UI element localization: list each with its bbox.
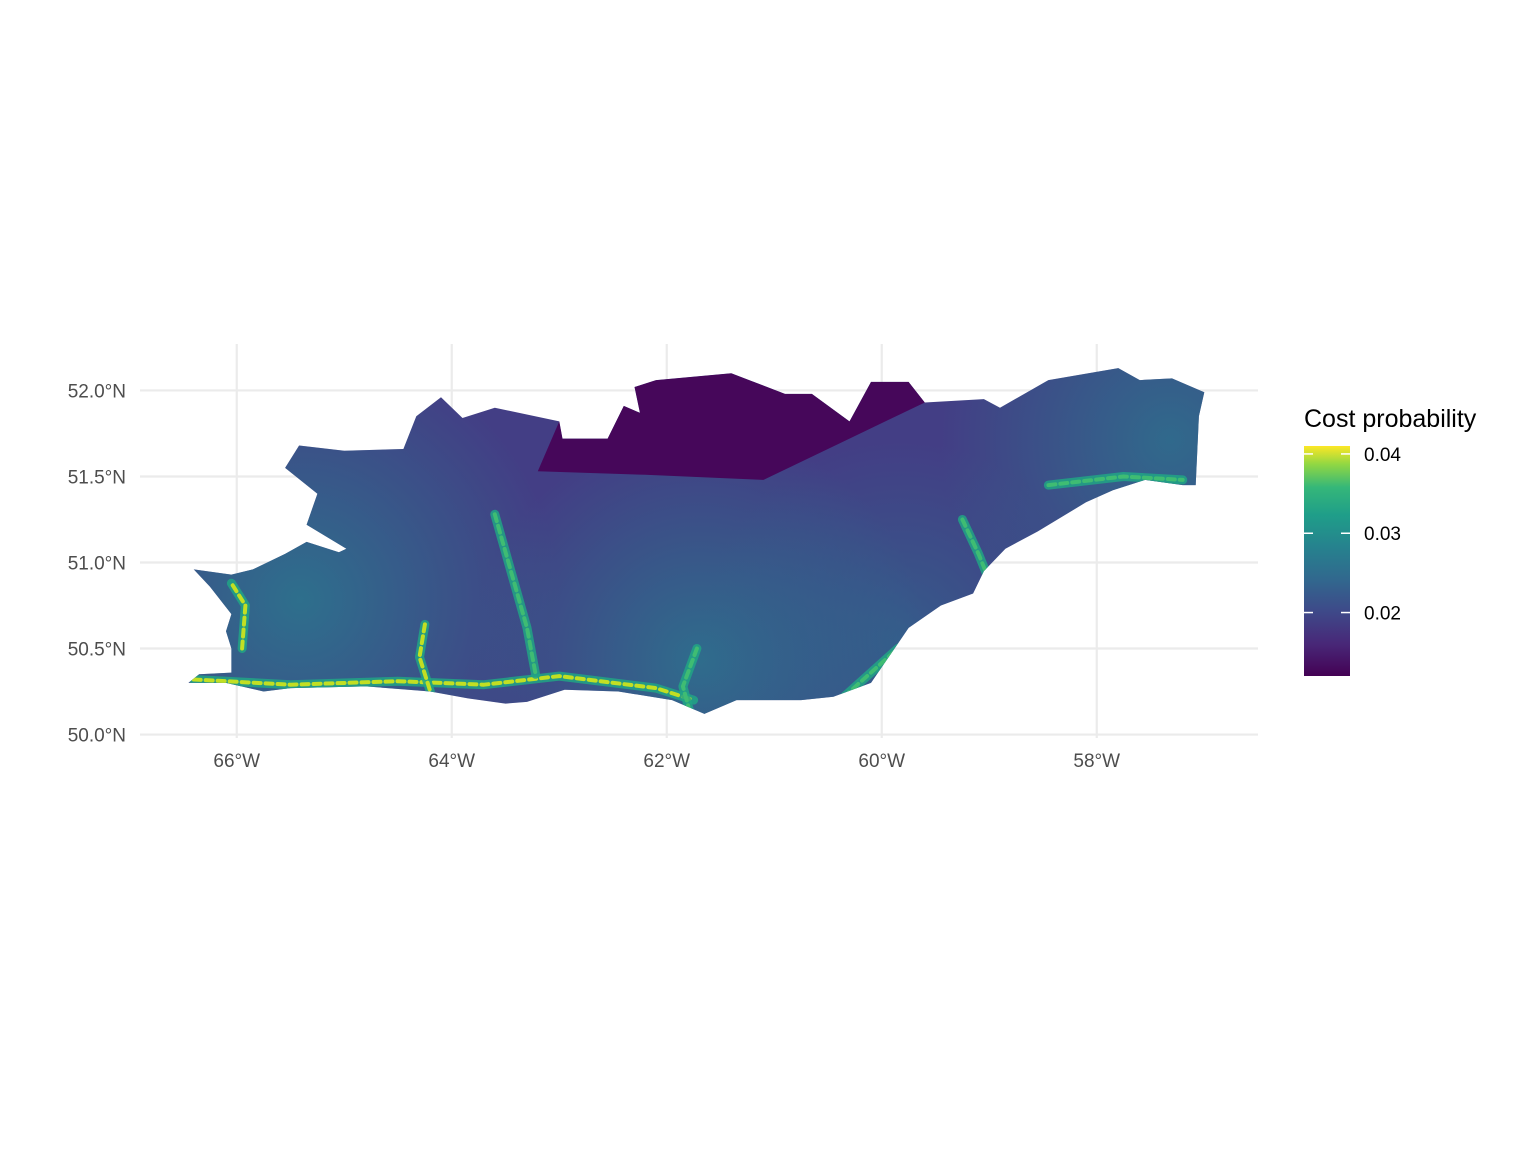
- low-cost-zone: [537, 373, 925, 480]
- y-tick-label: 52.0°N: [68, 381, 126, 402]
- y-tick-label: 50.5°N: [68, 640, 126, 661]
- legend: Cost probability 0.04 0.03 0.02: [1304, 405, 1477, 676]
- y-tick-label: 50.0°N: [68, 726, 126, 747]
- y-tick-label: 51.0°N: [68, 554, 126, 575]
- x-tick-label: 64°W: [428, 751, 475, 772]
- x-axis-tick-labels: 66°W 64°W 62°W 60°W 58°W: [213, 751, 1120, 772]
- legend-title: Cost probability: [1304, 405, 1477, 433]
- legend-tick-label: 0.03: [1364, 524, 1401, 545]
- x-tick-label: 60°W: [858, 751, 905, 772]
- corridor-core: [417, 622, 433, 694]
- x-tick-label: 58°W: [1073, 751, 1120, 772]
- corridor-core: [680, 646, 699, 714]
- corridor-core: [1046, 474, 1185, 488]
- legend-tick-label: 0.04: [1364, 445, 1401, 466]
- legend-colorbar: [1304, 446, 1350, 676]
- legend-ticks: 0.04 0.03 0.02: [1304, 445, 1401, 625]
- x-tick-label: 62°W: [643, 751, 690, 772]
- x-tick-label: 66°W: [213, 751, 260, 772]
- corridor-core: [229, 581, 248, 651]
- corridor-core: [191, 674, 696, 703]
- corridor-core: [492, 512, 538, 677]
- legend-tick-label: 0.02: [1364, 604, 1401, 625]
- y-tick-label: 51.5°N: [68, 467, 126, 488]
- y-axis-tick-labels: 50.0°N 50.5°N 51.0°N 51.5°N 52.0°N: [68, 381, 126, 746]
